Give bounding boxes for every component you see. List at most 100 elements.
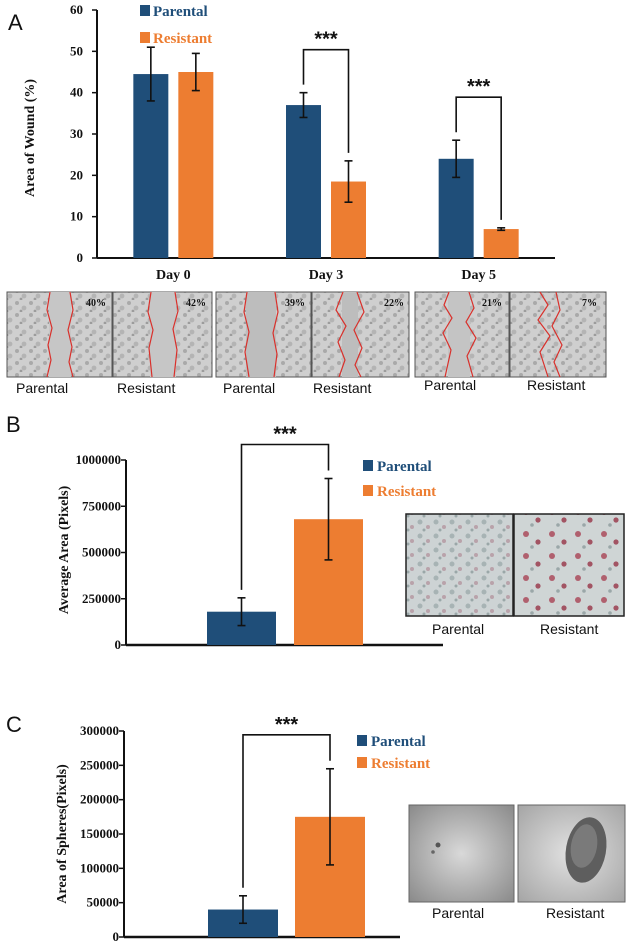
wound-percent: 22% [384,298,404,309]
wound-edge [353,291,365,378]
wound-edge [172,291,179,378]
y-tick-label: 250000 [82,591,121,606]
wound-edge [46,291,53,378]
plot-area-b: 0 250000 500000 750000 1000000 *** [76,424,443,652]
stain-photo-resistant [513,513,625,617]
photo-caption: Resistant [117,380,175,396]
significance-label: *** [314,29,338,51]
panel-b: B Average Area (Pixels) 0 250000 500000 750… [6,412,625,652]
y-tick-label: 1000000 [76,452,122,467]
sphere-photo-parental [408,804,515,903]
legend-label-resistant-b: Resistant [377,484,436,500]
legend-label-parental-a: Parental [153,4,208,20]
y-tick-label: 50 [70,43,83,58]
significance-label: *** [275,714,299,736]
wound-edge [335,291,347,378]
bar-resistant [483,229,519,258]
photo-caption: Resistant [313,380,371,396]
panel-letter-b: B [6,412,21,437]
wound-percent: 21% [482,298,502,309]
y-tick-label: 250000 [80,757,119,772]
wound-photo-group-day5: 21% 7% Parental Resistant [414,291,607,393]
significance-label: *** [467,76,491,98]
wound-gap [150,292,176,377]
wound-percent: 7% [582,298,597,309]
wound-percent: 42% [186,298,206,309]
significance-bracket [455,96,502,220]
panel-letter-c: C [6,712,22,737]
y-tick-label: 40 [70,85,83,100]
wound-photo-group-day3: 39% 22% Parental Resistant [215,291,410,396]
x-tick-label: Day 5 [461,268,496,283]
wound-edge [537,291,551,378]
significance-bracket [240,443,330,590]
wound-gap [49,292,71,377]
bar-parental [133,74,169,258]
photo-caption: Resistant [540,621,598,637]
y-tick-label: 150000 [80,826,119,841]
photo-caption: Parental [223,380,275,396]
significance-bracket [242,733,331,888]
stain-photo-parental [405,513,514,617]
legend-swatch-parental-c [357,735,367,746]
y-tick-label: 30 [70,126,83,141]
photo-caption: Resistant [546,905,604,921]
photo-caption: Parental [432,621,484,637]
legend-swatch-resistant-a [140,32,150,43]
y-tick-label: 60 [70,2,83,17]
wound-edge [147,291,154,378]
x-tick-label: Day 3 [309,268,344,283]
small-sphere [431,850,435,854]
legend-swatch-parental-b [363,460,373,471]
wound-edge [551,291,563,378]
sphere-core [570,824,598,868]
y-tick-label: 100000 [80,860,119,875]
legend-label-parental-b: Parental [377,459,432,475]
ylabel-a: Area of Wound (%) [23,79,38,197]
wound-photo-resistant-day3 [311,291,410,378]
wound-edge [465,291,477,378]
plot-area-a: 0 10 20 30 40 50 60 Day 0 Day 3 *** Day 5 *** [70,2,555,283]
photo-caption: Resistant [527,377,585,393]
wound-photo-group-day0: 40% 42% Parental Resistant [6,291,213,396]
plot-area-c: 0 50000 100000 150000 200000 250000 300000 *** [80,714,400,944]
legend-label-resistant-a: Resistant [153,31,212,47]
legend-swatch-parental-a [140,5,150,16]
y-tick-label: 300000 [80,723,119,738]
wound-percent: 40% [86,298,106,309]
y-tick-label: 0 [113,929,120,944]
wound-gap [448,292,470,377]
wound-edge [243,291,250,378]
wound-gap [342,292,358,377]
y-tick-label: 50000 [87,895,120,910]
legend-swatch-resistant-c [357,757,367,768]
wound-photo-resistant-day5 [509,291,607,378]
bar-resistant [178,72,214,258]
panel-a: A Area of Wound (%) 0 10 20 30 40 50 60 Day 0 Da… [6,2,607,396]
bar-parental [286,105,321,258]
y-tick-label: 10 [70,209,83,224]
y-tick-label: 20 [70,167,83,182]
wound-gap [246,292,276,377]
panel-c: C Area of Spheres(Pixels) 0 50000 100000 15… [6,712,626,944]
legend-label-parental-c: Parental [371,734,426,750]
ylabel-b: Average Area (Pixels) [57,485,72,614]
wound-edge [442,291,453,378]
ylabel-c: Area of Spheres(Pixels) [55,764,70,904]
photo-caption: Parental [424,377,476,393]
significance-label: *** [273,424,297,446]
wound-edge [67,291,74,378]
y-tick-label: 0 [77,250,84,265]
legend-label-resistant-c: Resistant [371,756,430,772]
panel-letter-a: A [8,10,23,35]
y-tick-label: 500000 [82,545,121,560]
y-tick-label: 750000 [82,498,121,513]
y-tick-label: 0 [115,637,122,652]
photo-caption: Parental [432,905,484,921]
significance-bracket [302,48,350,153]
wound-edge [272,291,279,378]
y-tick-label: 200000 [80,792,119,807]
photo-caption: Parental [16,380,68,396]
legend-swatch-resistant-b [363,485,373,496]
